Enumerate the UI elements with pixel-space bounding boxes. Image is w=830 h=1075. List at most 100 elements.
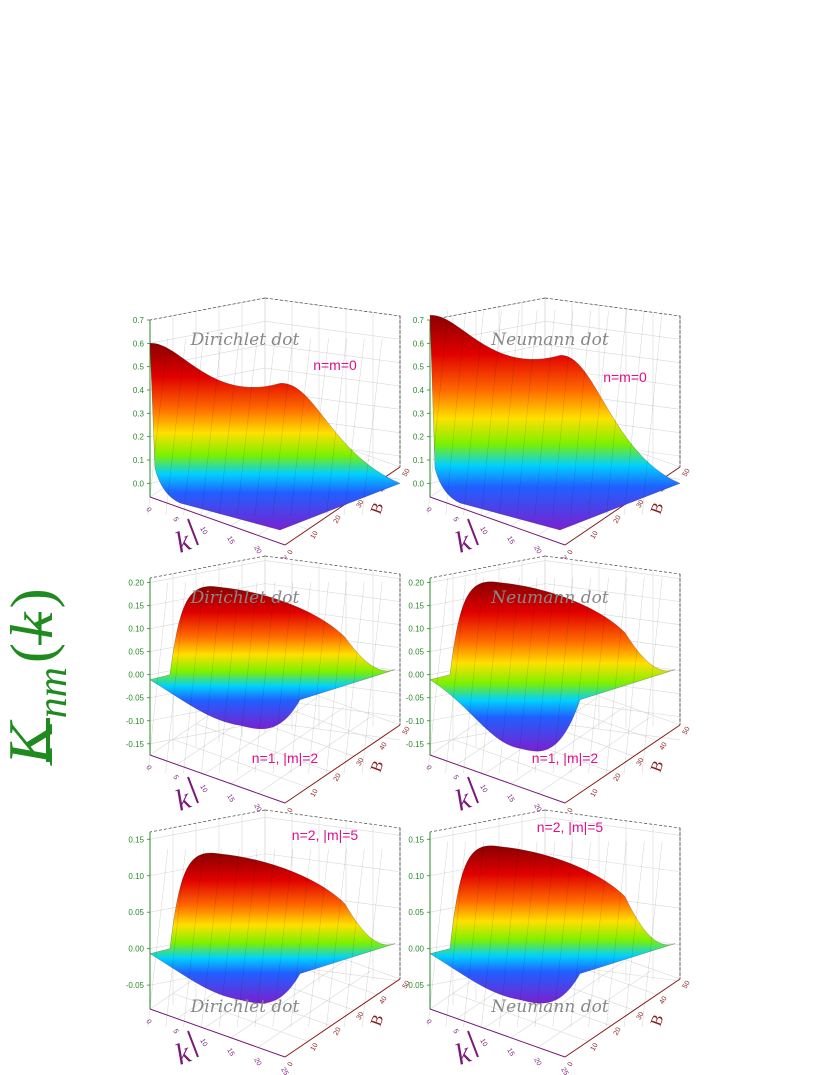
z-tick-label: 0.20 [408, 579, 424, 588]
mesh-line [219, 338, 240, 516]
k-tick-label: 25 [559, 1067, 569, 1075]
mesh-line [642, 577, 663, 774]
mesh-line [534, 577, 556, 774]
k-tick-label: 0 [424, 507, 432, 514]
grid-line [257, 716, 371, 794]
grid-line [544, 816, 681, 836]
mesh-line [588, 577, 609, 774]
mesh-line [165, 848, 186, 1028]
b-axis [284, 978, 401, 1058]
k-tick-label: 5 [171, 516, 179, 523]
grid-line [264, 367, 401, 387]
grid-line [544, 583, 681, 602]
k-tick-label: 10 [198, 784, 208, 794]
grid-line [230, 707, 344, 785]
mesh-line [219, 848, 240, 1028]
grid-line [264, 344, 401, 363]
grid-line [264, 321, 401, 340]
k-tick-label: 10 [478, 1038, 488, 1048]
z-tick-label: 0.00 [128, 945, 144, 954]
mesh-line [606, 577, 627, 774]
z-tick-label: -0.05 [406, 981, 425, 990]
mesh-line [534, 841, 556, 1028]
k-label-overbar [187, 1030, 199, 1058]
mesh-line [445, 577, 466, 774]
mesh-line [463, 577, 484, 774]
grid-line [537, 970, 651, 1048]
k-tick-label: 5 [451, 516, 459, 523]
box-edge [149, 555, 266, 579]
b-axis-label: B [368, 759, 388, 775]
grid-line [544, 321, 681, 340]
z-tick-label: -0.05 [406, 694, 425, 703]
surface-mesh [149, 343, 401, 531]
z-tick-label: 0.4 [413, 386, 425, 395]
mesh-line [642, 841, 663, 1028]
mesh-line [201, 582, 222, 774]
k-axis [149, 496, 286, 546]
panel-title: Dirichlet dot [190, 330, 300, 350]
b-tick-label: 40 [659, 741, 669, 751]
mesh-line [254, 582, 276, 774]
mesh-line [201, 848, 222, 1028]
mesh-line [308, 582, 329, 774]
mesh-line [183, 582, 204, 774]
grid-line [203, 697, 317, 775]
svg-text:K nm ( k: K nm ( k ) [0, 588, 76, 766]
k-tick-label: 10 [478, 526, 488, 536]
panel-annotation: n=m=0 [603, 369, 647, 385]
surface-mesh [149, 586, 396, 729]
z-tick-label: 0.2 [133, 433, 145, 442]
z-tick-label: -0.10 [406, 717, 425, 726]
z-tick-label: 0.3 [133, 409, 145, 418]
mesh-line [147, 582, 168, 774]
b-tick-label: 20 [333, 772, 343, 782]
k-tick-label: 0 [424, 1019, 432, 1026]
z-tick-label: -0.05 [126, 981, 145, 990]
k-tick-label: 20 [252, 545, 262, 555]
z-tick-label: 0.20 [128, 579, 144, 588]
b-tick-label: 10 [590, 788, 600, 798]
k-tick-label: 10 [478, 784, 488, 794]
z-tick-label: 0.4 [133, 386, 145, 395]
k-tick-label: 20 [252, 1057, 262, 1067]
panel-title: Dirichlet dot [190, 588, 300, 608]
k-tick-label: 15 [225, 535, 235, 545]
z-tick-label: 0.10 [128, 625, 144, 634]
y-label-argument: k [0, 611, 65, 639]
z-tick-label: 0.05 [128, 648, 144, 657]
mesh-line [499, 310, 520, 516]
k-tick-label: 20 [252, 803, 262, 813]
k-tick-label: 0 [144, 765, 152, 772]
k-tick-label: 15 [225, 1047, 235, 1057]
mesh-line [201, 338, 222, 516]
b-tick-label: 20 [333, 514, 343, 524]
mesh-line [445, 841, 466, 1028]
mesh-line [165, 582, 186, 774]
b-tick-label: 30 [636, 1011, 646, 1021]
mesh-line [147, 338, 168, 516]
b-tick-label: 20 [613, 514, 623, 524]
b-tick-label: 10 [590, 530, 600, 540]
mesh-line [570, 841, 591, 1028]
surface [147, 338, 401, 531]
grid-line [264, 816, 401, 836]
z-tick-label: 0.05 [128, 908, 144, 917]
grid-line [149, 816, 266, 840]
z-tick-label: 0.15 [128, 835, 144, 844]
b-tick-label: 0 [567, 807, 575, 814]
mesh-line [344, 338, 365, 516]
grid-line [429, 816, 546, 840]
mesh-line [570, 577, 591, 774]
mesh-line [308, 848, 329, 1028]
mesh-line [517, 577, 538, 774]
surface-mesh [429, 315, 681, 531]
panel-4: -0.15 -0.10 -0.05 0.00 0.05 0.10 0.15 0.20 0 5 10 1… [406, 555, 692, 823]
mesh-line [219, 582, 240, 774]
z-tick-label: 0.3 [413, 409, 425, 418]
surface [427, 577, 676, 774]
mesh-line [308, 338, 329, 516]
mesh-line [344, 582, 365, 774]
z-tick-label: -0.15 [126, 740, 145, 749]
k-axis [149, 1008, 286, 1058]
